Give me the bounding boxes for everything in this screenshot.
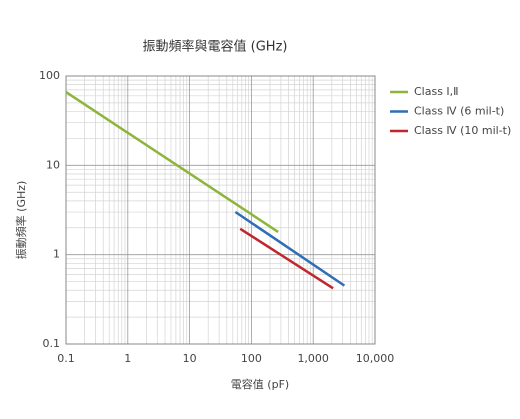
x-tick-label: 10 (183, 352, 197, 365)
x-tick-label: 1,000 (297, 352, 329, 365)
legend-label: Class Ⅳ (10 mil-t) (414, 124, 511, 137)
y-axis-label: 振動頻率 (GHz) (14, 181, 28, 260)
plot-frame (65, 75, 376, 345)
x-tick-label: 10,000 (356, 352, 395, 365)
y-tick-label: 10 (46, 158, 60, 171)
x-tick-label: 100 (241, 352, 262, 365)
data-line (234, 210, 346, 287)
legend-label: Class Ⅰ,Ⅱ (414, 85, 459, 98)
data-line (239, 227, 334, 290)
x-tick-label: 1 (124, 352, 131, 365)
y-tick-label: 0.1 (43, 337, 61, 350)
x-tick-label: 0.1 (57, 352, 75, 365)
legend-label: Class Ⅳ (6 mil-t) (414, 105, 504, 118)
y-tick-label: 100 (39, 69, 60, 82)
x-axis-label: 電容值 (pF) (231, 377, 289, 391)
data-line (65, 91, 279, 233)
chart-title: 振動頻率與電容值 (GHz) (143, 39, 288, 55)
y-tick-label: 1 (53, 248, 60, 261)
